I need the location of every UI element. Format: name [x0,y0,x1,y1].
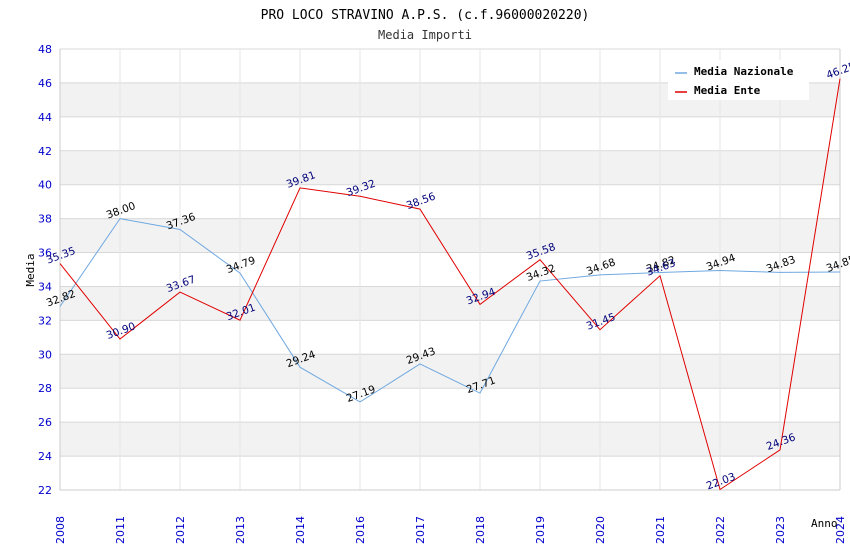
y-tick-label: 44 [38,111,52,124]
x-tick-label: 2014 [294,516,307,544]
x-tick-labels: 2008 2011 2012 2013 2014 2016 2017 2018 2019 2020… [54,516,847,544]
x-tick-label: 2011 [114,516,127,544]
x-tick-label: 2012 [174,516,187,544]
band [60,286,840,321]
y-tick-label: 36 [38,247,52,260]
chart-title: PRO LOCO STRAVINO A.P.S. (c.f.9600002022… [261,8,590,23]
y-tick-label: 22 [38,484,52,497]
data-label-media-ente: 46.25 [825,60,850,82]
x-tick-label: 2024 [834,516,847,544]
x-tick-label: 2022 [714,516,727,544]
y-tick-labels: 22 24 26 28 30 32 34 36 38 40 42 44 46 48 [38,43,52,497]
band [60,354,840,389]
y-tick-label: 46 [38,77,52,90]
legend-label-media-ente: Media Ente [694,84,761,97]
x-tick-label: 2023 [774,516,787,544]
x-tick-label: 2020 [594,516,607,544]
x-tick-label: 2019 [534,516,547,544]
x-tick-label: 2021 [654,516,667,544]
y-tick-label: 28 [38,382,52,395]
y-tick-label: 24 [38,450,52,463]
x-tick-label: 2008 [54,516,67,544]
y-tick-label: 30 [38,348,52,361]
x-tick-label: 2018 [474,516,487,544]
band [60,218,840,253]
y-tick-label: 42 [38,145,52,158]
y-tick-label: 48 [38,43,52,56]
background-bands [60,82,840,457]
y-tick-label: 26 [38,416,52,429]
legend-box [668,60,809,100]
y-tick-label: 32 [38,314,52,327]
series-lines [59,78,841,491]
x-tick-label: 2013 [234,516,247,544]
band [60,150,840,185]
band [60,422,840,457]
x-tick-label: 2016 [354,516,367,544]
chart-subtitle: Media Importi [378,28,472,42]
y-tick-label: 38 [38,213,52,226]
x-axis-label: Anno [811,517,838,530]
legend-label-media-nazionale: Media Nazionale [694,65,794,78]
y-tick-label: 40 [38,179,52,192]
data-label-media-nazionale: 34.79 [225,254,257,276]
axes [59,49,841,491]
data-label-media-ente: 38.56 [405,190,438,212]
data-label-media-nazionale: 34.85 [825,253,850,275]
x-tick-label: 2017 [414,516,427,544]
legend: Media Nazionale Media Ente [668,60,809,100]
series-line-media-nazionale [59,218,841,403]
series-line-media-ente [59,78,841,491]
y-axis-label: Media [24,253,37,286]
y-tick-label: 34 [38,280,52,293]
